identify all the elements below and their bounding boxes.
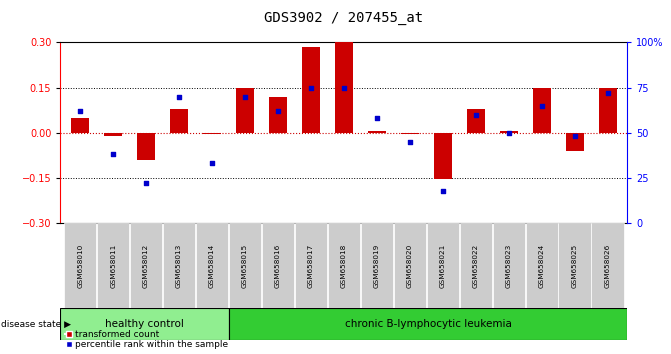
Text: healthy control: healthy control — [105, 319, 184, 329]
Text: GSM658014: GSM658014 — [209, 244, 215, 287]
Text: GSM658010: GSM658010 — [77, 244, 83, 287]
Bar — [368, 131, 386, 133]
Bar — [203, 133, 221, 134]
Text: GSM658025: GSM658025 — [572, 244, 578, 287]
Bar — [262, 223, 294, 308]
Bar — [335, 42, 353, 133]
Text: GSM658021: GSM658021 — [440, 244, 446, 287]
Bar — [97, 223, 130, 308]
Point — [405, 139, 415, 144]
Bar — [558, 223, 590, 308]
Bar — [394, 223, 426, 308]
Bar — [361, 223, 393, 308]
Text: GSM658011: GSM658011 — [110, 244, 116, 287]
Bar — [104, 133, 122, 136]
Text: GDS3902 / 207455_at: GDS3902 / 207455_at — [264, 11, 423, 25]
Point — [207, 161, 217, 166]
Text: GSM658019: GSM658019 — [374, 244, 380, 287]
Bar — [467, 109, 485, 133]
Point — [437, 188, 448, 193]
Bar — [327, 223, 360, 308]
Bar — [525, 223, 558, 308]
Point — [536, 103, 547, 108]
Text: GSM658016: GSM658016 — [275, 244, 281, 287]
Point — [272, 108, 283, 114]
Text: GSM658013: GSM658013 — [176, 244, 182, 287]
Bar — [401, 133, 419, 134]
Bar — [130, 223, 162, 308]
Text: disease state ▶: disease state ▶ — [1, 319, 70, 329]
Text: chronic B-lymphocytic leukemia: chronic B-lymphocytic leukemia — [344, 319, 511, 329]
Point — [305, 85, 316, 91]
Bar — [500, 131, 518, 133]
Bar — [196, 223, 228, 308]
Point — [108, 152, 119, 157]
Point — [470, 112, 481, 118]
Bar — [433, 133, 452, 179]
Bar — [302, 47, 320, 133]
Point — [174, 94, 185, 99]
Bar — [493, 223, 525, 308]
Point — [141, 181, 152, 186]
Bar — [163, 223, 195, 308]
Bar — [460, 223, 492, 308]
Bar — [533, 88, 551, 133]
Bar — [236, 88, 254, 133]
Text: GSM658023: GSM658023 — [506, 244, 512, 287]
Bar — [229, 223, 261, 308]
Bar — [137, 133, 155, 160]
Point — [603, 90, 613, 96]
Legend: transformed count, percentile rank within the sample: transformed count, percentile rank withi… — [65, 330, 228, 349]
Bar — [599, 88, 617, 133]
Bar — [229, 308, 627, 340]
Bar — [566, 133, 584, 151]
Bar — [591, 223, 624, 308]
Point — [372, 115, 382, 121]
Text: GSM658012: GSM658012 — [143, 244, 149, 287]
Bar — [60, 308, 229, 340]
Text: GSM658018: GSM658018 — [341, 244, 347, 287]
Bar — [295, 223, 327, 308]
Point — [338, 85, 349, 91]
Bar — [170, 109, 188, 133]
Text: GSM658017: GSM658017 — [308, 244, 314, 287]
Point — [240, 94, 250, 99]
Bar — [64, 223, 97, 308]
Bar — [427, 223, 459, 308]
Bar — [71, 118, 89, 133]
Text: GSM658024: GSM658024 — [539, 244, 545, 287]
Bar — [269, 97, 287, 133]
Point — [569, 133, 580, 139]
Point — [503, 130, 514, 136]
Text: GSM658026: GSM658026 — [605, 244, 611, 287]
Point — [74, 108, 85, 114]
Text: GSM658020: GSM658020 — [407, 244, 413, 287]
Text: GSM658022: GSM658022 — [473, 244, 478, 287]
Text: GSM658015: GSM658015 — [242, 244, 248, 287]
